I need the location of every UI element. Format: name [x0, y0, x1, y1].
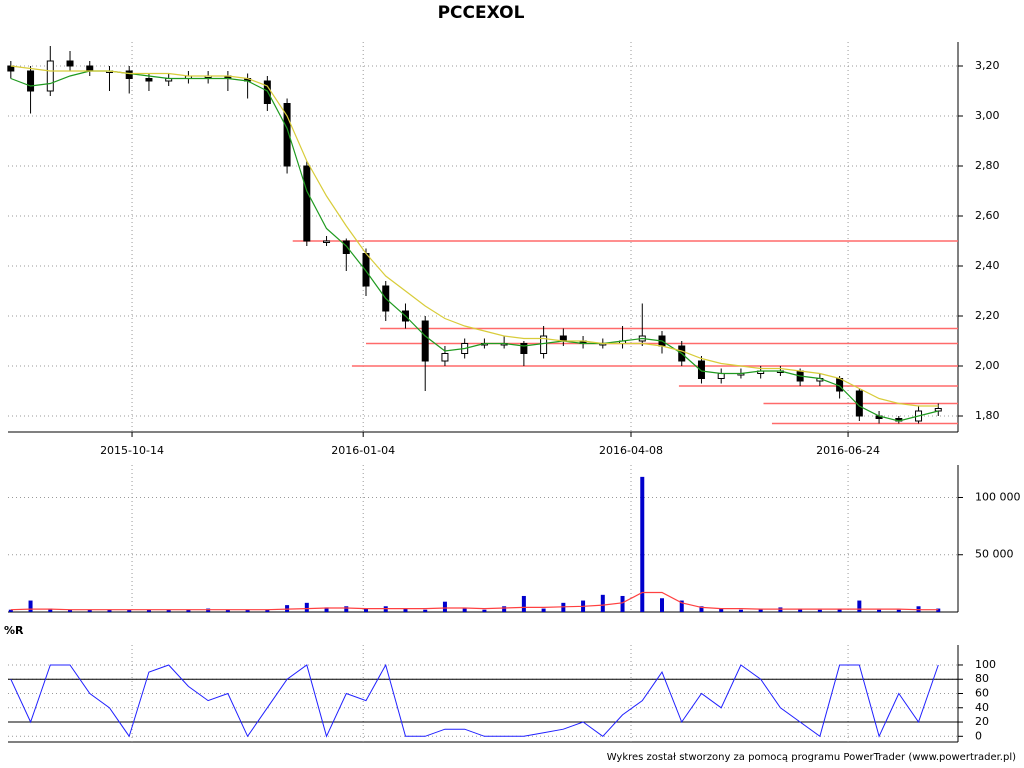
panel-label: %R: [4, 624, 24, 637]
volume-bar: [344, 606, 349, 612]
indicator-line: [10, 663, 939, 738]
volume-bar: [265, 609, 270, 612]
volume-bar: [442, 601, 447, 612]
volume-bar: [324, 607, 329, 612]
volume-bar: [186, 609, 191, 612]
y-tick-label: 100: [975, 658, 996, 671]
volume-bar: [521, 595, 526, 612]
volume-bar: [364, 608, 369, 612]
candle-body: [342, 240, 350, 254]
volume-bar: [778, 607, 783, 612]
volume-bar: [462, 608, 467, 612]
y-tick-label: 0: [975, 729, 982, 742]
volume-bar: [896, 609, 901, 612]
y-tick-label: 20: [975, 715, 989, 728]
y-tick-label: 2,80: [975, 159, 1000, 172]
candle-body: [934, 408, 942, 412]
candle-body: [303, 165, 311, 242]
volume-bar: [482, 609, 487, 612]
y-tick-label: 100 000: [975, 490, 1021, 503]
x-tick-label: 2016-01-04: [331, 444, 395, 457]
volume-bar: [600, 594, 605, 612]
y-tick-label: 2,40: [975, 259, 1000, 272]
candle-body: [717, 373, 725, 379]
candle-body: [283, 103, 291, 167]
volume-bar: [423, 609, 428, 612]
candle-body: [441, 353, 449, 362]
candle-body: [362, 253, 370, 287]
candle-body: [66, 60, 74, 67]
volume-bar: [837, 608, 842, 612]
volume-bar: [857, 600, 862, 612]
y-tick-label: 80: [975, 672, 989, 685]
volume-bar: [68, 609, 73, 612]
candle-body: [145, 78, 153, 82]
volume-bar: [8, 609, 13, 612]
volume-bar: [640, 476, 645, 612]
x-tick-label: 2016-04-08: [599, 444, 663, 457]
volume-bar: [107, 609, 112, 612]
y-tick-label: 3,20: [975, 59, 1000, 72]
volume-bar: [87, 609, 92, 612]
candle-body: [421, 320, 429, 362]
footer: Wykres został stworzony za pomocą progra…: [607, 752, 1016, 763]
x-tick-label: 2015-10-14: [100, 444, 164, 457]
candle-body: [520, 343, 528, 354]
x-tick-label: 2016-06-24: [816, 444, 880, 457]
volume-bar: [877, 609, 882, 612]
moving-average: [10, 70, 939, 422]
volume-bar: [403, 608, 408, 612]
y-tick-label: 2,20: [975, 309, 1000, 322]
volume-bar: [28, 600, 33, 612]
candle-body: [697, 360, 705, 379]
volume-bar: [679, 600, 684, 612]
volume-bar: [660, 598, 665, 612]
volume-bar: [541, 608, 546, 612]
candle-body: [27, 70, 35, 92]
volume-bar: [620, 595, 625, 612]
y-tick-label: 40: [975, 701, 989, 714]
volume-bar: [225, 609, 230, 612]
volume-bar: [304, 602, 309, 612]
volume-bar: [817, 609, 822, 612]
candle-body: [125, 70, 133, 79]
y-tick-label: 1,80: [975, 409, 1000, 422]
volume-bar: [502, 606, 507, 612]
volume-bar: [798, 608, 803, 612]
y-tick-label: 2,00: [975, 359, 1000, 372]
volume-bar: [127, 609, 132, 612]
y-tick-label: 60: [975, 687, 989, 700]
candle-body: [86, 65, 94, 72]
chart-title: PCCEXOL: [438, 3, 525, 23]
volume-bar: [48, 608, 53, 612]
volume-bar: [719, 608, 724, 612]
y-tick-label: 50 000: [975, 548, 1014, 561]
volume-bar: [738, 609, 743, 612]
volume-bar: [146, 609, 151, 612]
volume-bar: [699, 606, 704, 612]
moving-average: [10, 65, 939, 407]
candle-body: [540, 335, 548, 354]
y-tick-label: 3,00: [975, 109, 1000, 122]
volume-bar: [245, 609, 250, 612]
y-tick-label: 2,60: [975, 209, 1000, 222]
candle-body: [323, 240, 331, 243]
volume-bar: [758, 608, 763, 612]
volume-average: [10, 591, 939, 611]
volume-bar: [561, 602, 566, 612]
candle-body: [46, 60, 54, 92]
volume-bar: [166, 609, 171, 612]
